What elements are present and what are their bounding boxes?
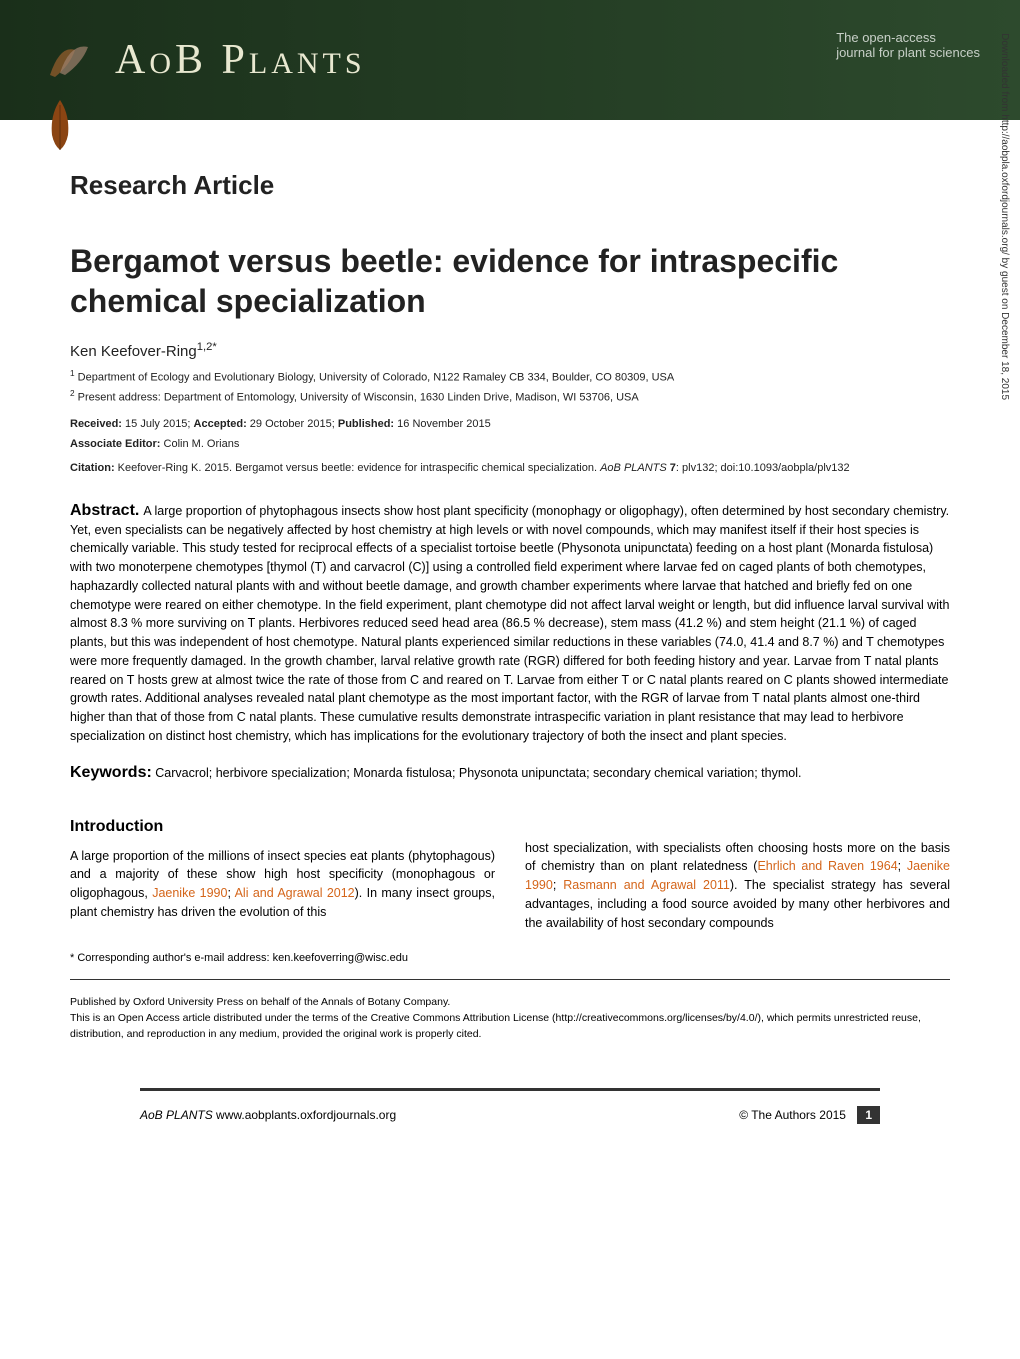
license-line1: Published by Oxford University Press on … (70, 995, 950, 1011)
tagline-line1: The open-access (836, 30, 980, 45)
introduction-section: Introduction A large proportion of the m… (70, 815, 950, 933)
author-line: Ken Keefover-Ring1,2* (70, 341, 950, 360)
journal-tagline: The open-access journal for plant scienc… (836, 30, 980, 60)
accepted-label: Accepted: (194, 418, 247, 430)
associate-editor: Associate Editor: Colin M. Orians (70, 438, 950, 450)
keywords-text: Carvacrol; herbivore specialization; Mon… (155, 766, 801, 780)
journal-banner: AOB PLANTS The open-access journal for p… (0, 0, 1020, 120)
footer-copyright: © The Authors 2015 (739, 1108, 846, 1122)
leaf-logo-icon (40, 35, 100, 85)
abstract-label: Abstract. (70, 502, 139, 519)
intro-column-left: Introduction A large proportion of the m… (70, 815, 495, 933)
article-type: Research Article (70, 170, 950, 201)
keywords-section: Keywords: Carvacrol; herbivore specializ… (70, 761, 950, 785)
citation-pages: : plv132; doi:10.1093/aobpla/plv132 (676, 462, 850, 474)
citation-volume: 7 (667, 462, 676, 474)
author-superscript: 1,2* (197, 341, 217, 353)
reference-link[interactable]: Ali and Agrawal 2012 (235, 886, 355, 900)
article-title: Bergamot versus beetle: evidence for int… (70, 241, 950, 321)
published-date: 16 November 2015 (397, 418, 491, 430)
tagline-line2: journal for plant sciences (836, 45, 980, 60)
affiliation-2: 2 Present address: Department of Entomol… (70, 388, 950, 406)
reference-link[interactable]: Ehrlich and Raven 1964 (757, 859, 897, 873)
license-block: Published by Oxford University Press on … (70, 995, 950, 1042)
keywords-label: Keywords: (70, 764, 152, 781)
published-label: Published: (338, 418, 394, 430)
reference-link[interactable]: Jaenike 1990 (152, 886, 227, 900)
citation-label: Citation: (70, 462, 115, 474)
intro-heading: Introduction (70, 815, 495, 839)
divider (70, 979, 950, 980)
editor-label: Associate Editor: (70, 438, 160, 450)
license-line2: This is an Open Access article distribut… (70, 1011, 950, 1043)
affiliation-1: 1 Department of Ecology and Evolutionary… (70, 368, 950, 386)
abstract-text: A large proportion of phytophagous insec… (70, 504, 949, 743)
page-footer: AoB PLANTS www.aobplants.oxfordjournals.… (140, 1088, 880, 1124)
received-date: 15 July 2015; (125, 418, 190, 430)
citation-text: Keefover-Ring K. 2015. Bergamot versus b… (118, 462, 600, 474)
author-name: Ken Keefover-Ring (70, 343, 197, 360)
publication-dates: Received: 15 July 2015; Accepted: 29 Oct… (70, 418, 950, 430)
citation-journal: AoB PLANTS (600, 462, 667, 474)
footer-url: www.aobplants.oxfordjournals.org (213, 1108, 396, 1122)
download-sidebar: Downloaded from http://aobpla.oxfordjour… (999, 33, 1010, 400)
page-number: 1 (857, 1106, 880, 1124)
footer-journal: AoB PLANTS (140, 1108, 213, 1122)
reference-link[interactable]: Rasmann and Agrawal 2011 (563, 878, 730, 892)
footer-left: AoB PLANTS www.aobplants.oxfordjournals.… (140, 1108, 396, 1122)
accepted-date: 29 October 2015; (250, 418, 335, 430)
received-label: Received: (70, 418, 122, 430)
citation-block: Citation: Keefover-Ring K. 2015. Bergamo… (70, 460, 950, 477)
abstract-section: Abstract. A large proportion of phytopha… (70, 502, 950, 746)
feather-icon (40, 95, 80, 155)
article-content: Research Article Bergamot versus beetle:… (0, 120, 1020, 1073)
footer-right: © The Authors 2015 1 (739, 1106, 880, 1124)
intro-column-right: host specialization, with specialists of… (525, 815, 950, 933)
editor-name: Colin M. Orians (164, 438, 240, 450)
journal-name: AOB PLANTS (115, 36, 366, 84)
corresponding-author: * Corresponding author's e-mail address:… (70, 952, 950, 964)
